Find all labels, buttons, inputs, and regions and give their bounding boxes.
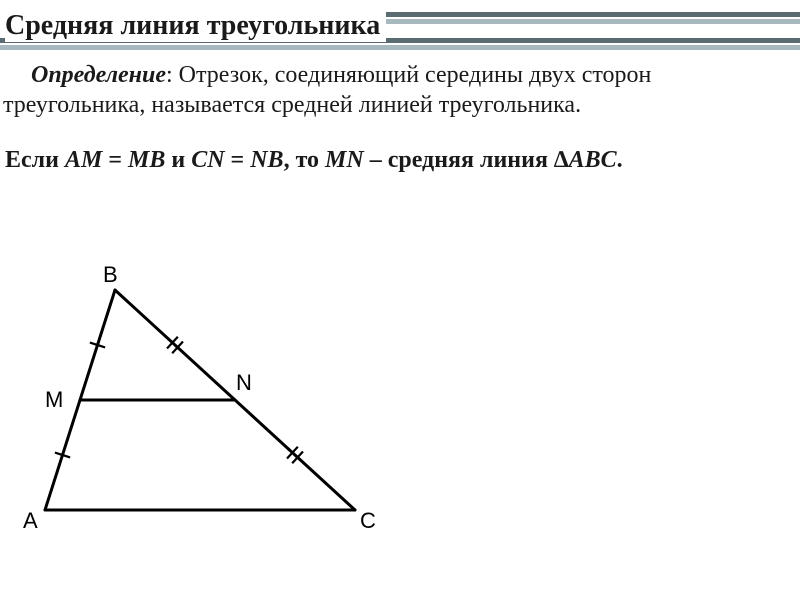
svg-text:A: A [23, 508, 38, 533]
definition-line1: : Отрезок, соединяющий середины двух сто… [166, 62, 651, 88]
cond-nb: NB [250, 147, 283, 173]
svg-text:C: C [360, 508, 376, 533]
svg-text:M: M [45, 387, 63, 412]
title-container: Средняя линия треугольника [5, 10, 795, 42]
svg-text:B: B [103, 262, 118, 287]
cond-am: AM [65, 147, 102, 173]
cond-comma: , то [284, 147, 325, 173]
cond-dash: – [364, 147, 388, 173]
cond-abc: ABC [569, 147, 617, 173]
triangle-diagram: A B C M N [5, 260, 405, 540]
cond-eq2: = [225, 147, 251, 173]
condition-text: Если AM = MB и CN = NB, то MN – средняя … [5, 147, 790, 174]
cond-mn: MN [325, 147, 364, 173]
cond-cn: CN [191, 147, 224, 173]
definition-line2: треугольника, называется средней линией … [3, 92, 581, 118]
cond-and: и [165, 147, 191, 173]
svg-text:N: N [236, 370, 252, 395]
cond-eq1: = [102, 147, 128, 173]
page-title: Средняя линия треугольника [5, 10, 386, 42]
cond-tail: средняя линия ∆ [388, 147, 569, 173]
cond-mb: MB [128, 147, 165, 173]
definition-keyword: Определение [31, 62, 166, 88]
definition-text: Определение: Отрезок, соединяющий середи… [3, 60, 790, 120]
cond-pre: Если [5, 147, 65, 173]
cond-dot: . [617, 147, 623, 173]
